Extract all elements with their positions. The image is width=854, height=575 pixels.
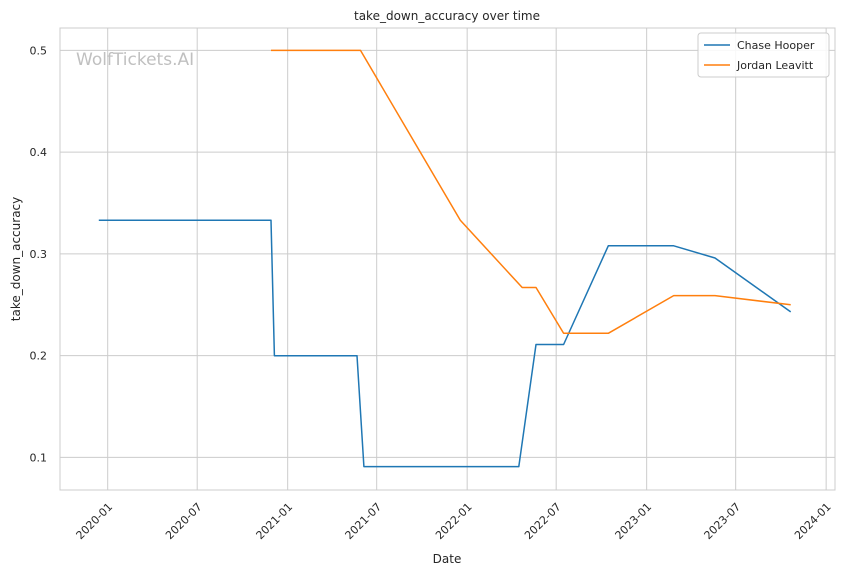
y-tick-label: 0.2 bbox=[30, 350, 48, 363]
watermark: WolfTickets.AI bbox=[76, 50, 194, 70]
legend-box bbox=[697, 32, 830, 78]
y-axis-ticks: 0.1 0.2 0.3 0.4 0.5 bbox=[30, 44, 48, 464]
y-tick-label: 0.3 bbox=[30, 248, 48, 261]
legend-label-jordan-leavitt: Jordan Leavitt bbox=[736, 59, 814, 72]
y-tick-label: 0.5 bbox=[30, 44, 48, 57]
series-line-jordan-leavitt bbox=[271, 49, 791, 335]
plot-frame bbox=[59, 27, 836, 491]
legend-label-chase-hooper: Chase Hooper bbox=[737, 39, 815, 52]
y-axis-label: take_down_accuracy bbox=[9, 197, 23, 321]
series-line-chase-hooper bbox=[98, 219, 792, 468]
legend: Chase Hooper Jordan Leavitt bbox=[697, 32, 830, 78]
y-tick-label: 0.1 bbox=[30, 451, 48, 464]
y-tick-label: 0.4 bbox=[30, 146, 48, 159]
x-axis-label: Date bbox=[433, 552, 462, 566]
chart-title: take_down_accuracy over time bbox=[354, 9, 540, 23]
series-layer bbox=[98, 49, 792, 468]
